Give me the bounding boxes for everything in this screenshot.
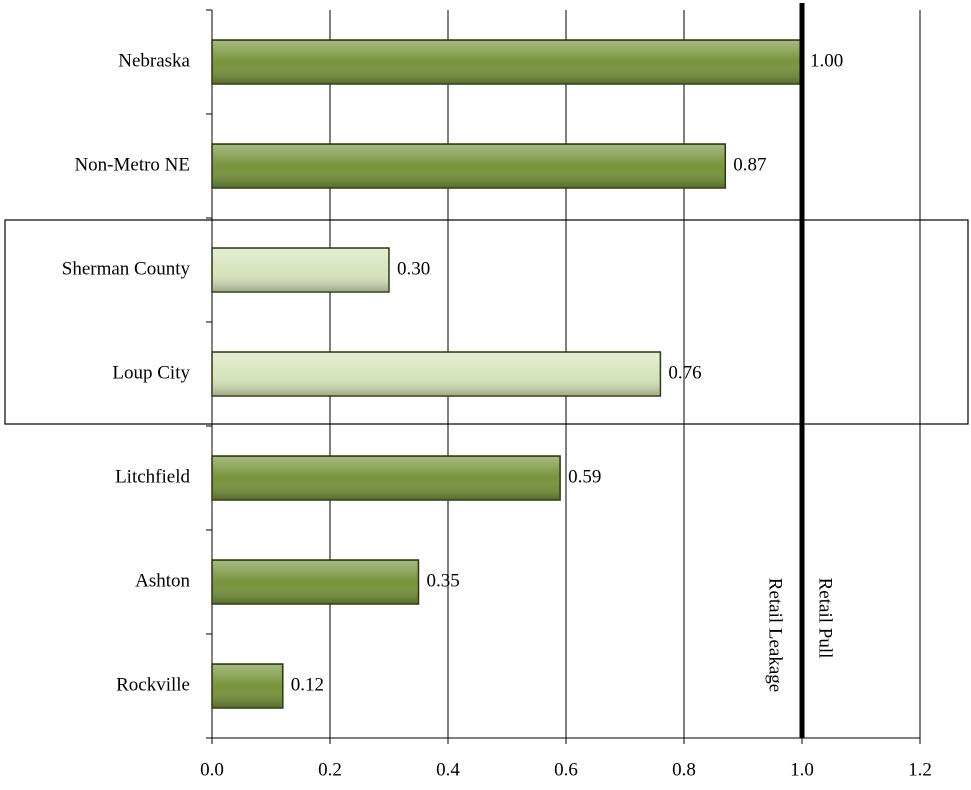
highlight-box <box>4 219 969 425</box>
bar <box>211 247 390 293</box>
x-tick-label: 1.2 <box>908 759 932 780</box>
bar <box>211 559 420 605</box>
y-tick-label: Loup City <box>112 362 190 383</box>
bar <box>211 663 284 709</box>
y-tick-label: Nebraska <box>118 50 190 71</box>
data-label: 0.12 <box>291 674 324 695</box>
x-tick-label: 0.8 <box>672 759 696 780</box>
y-tick-label: Non-Metro NE <box>74 154 190 175</box>
data-label: 0.30 <box>397 258 430 279</box>
data-label: 0.76 <box>668 362 701 383</box>
bar <box>211 351 662 397</box>
x-tick-label: 0.2 <box>318 759 342 780</box>
y-tick-label: Rockville <box>116 674 190 695</box>
y-tick-label: Sherman County <box>62 258 191 279</box>
x-tick-label: 0.0 <box>200 759 224 780</box>
y-tick-label: Litchfield <box>115 466 190 487</box>
data-label: 0.87 <box>733 154 766 175</box>
bar <box>211 39 803 85</box>
bar <box>211 143 727 189</box>
x-tick-label: 0.6 <box>554 759 578 780</box>
y-tick-label: Ashton <box>135 570 190 591</box>
bar <box>211 455 561 501</box>
data-label: 0.59 <box>568 466 601 487</box>
annotation: Retail Leakage <box>765 578 786 692</box>
data-label: 0.35 <box>427 570 460 591</box>
data-label: 1.00 <box>810 50 843 71</box>
x-tick-label: 0.4 <box>436 759 460 780</box>
x-tick-label: 1.0 <box>790 759 814 780</box>
annotation: Retail Pull <box>815 578 836 659</box>
